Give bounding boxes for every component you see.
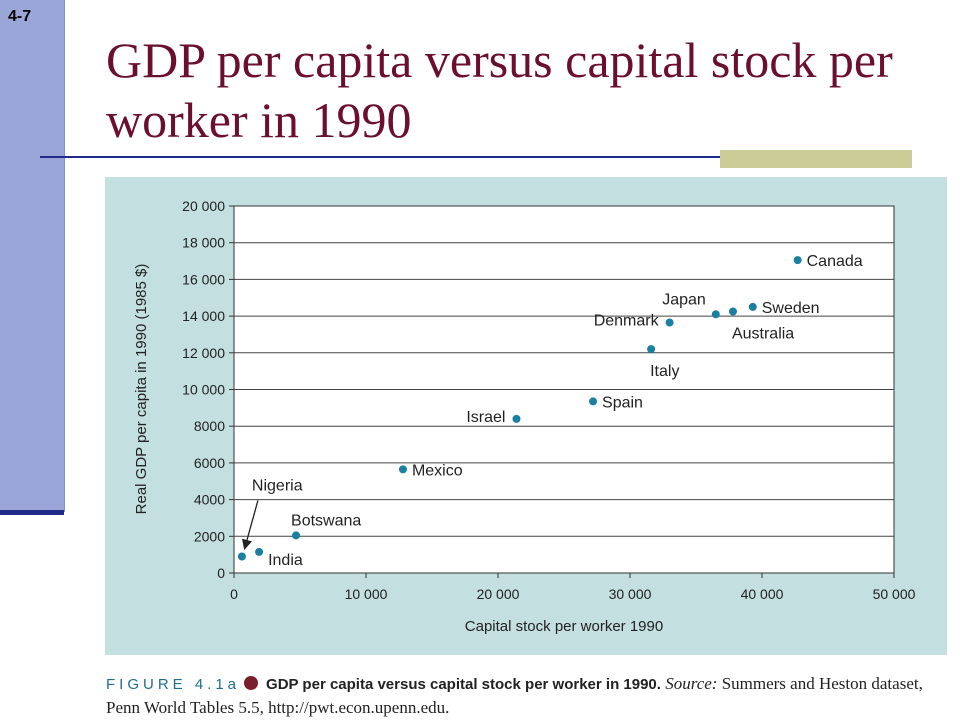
title-accent-block xyxy=(720,150,912,168)
data-point-canada xyxy=(793,256,802,265)
chart-panel: 0 2000 4000 6000 8000 10 000 12 000 14 000 16 00… xyxy=(105,177,947,655)
y-tick-label: 0 xyxy=(217,565,225,581)
point-label-india: India xyxy=(268,552,303,569)
data-point-australia xyxy=(728,307,737,316)
caption-source-label: Source: xyxy=(665,674,718,693)
data-point-botswana xyxy=(292,531,301,540)
left-accent-bar-edge xyxy=(0,510,64,515)
figure-caption: FIGURE 4.1a GDP per capita versus capital… xyxy=(106,672,926,719)
x-tick-label: 10 000 xyxy=(345,586,388,602)
x-tick-labels: 0 10 000 20 000 30 000 40 000 50 000 xyxy=(230,586,916,602)
point-label-australia: Australia xyxy=(732,326,794,343)
data-point-sweden xyxy=(748,302,757,311)
y-tick-label: 6000 xyxy=(194,455,225,471)
x-tick-label: 50 000 xyxy=(873,586,916,602)
x-tick-label: 0 xyxy=(230,586,238,602)
data-point-nigeria xyxy=(237,552,246,561)
y-tick-label: 2000 xyxy=(194,528,225,544)
point-label-canada: Canada xyxy=(807,253,863,270)
data-point-italy xyxy=(647,345,656,354)
data-point-denmark xyxy=(665,318,674,327)
point-label-italy: Italy xyxy=(650,363,679,380)
y-tick-label: 8000 xyxy=(194,418,225,434)
point-label-nigeria: Nigeria xyxy=(252,477,303,494)
data-point-japan xyxy=(711,310,720,319)
x-axis-title: Capital stock per worker 1990 xyxy=(465,618,663,635)
y-tick-label: 20 000 xyxy=(182,198,225,214)
data-point-israel xyxy=(512,414,521,423)
point-label-mexico: Mexico xyxy=(412,462,463,479)
y-tick-label: 12 000 xyxy=(182,345,225,361)
nigeria-pointer-arrow xyxy=(241,500,259,550)
left-accent-bar xyxy=(0,0,65,512)
x-tick-label: 30 000 xyxy=(609,586,652,602)
point-label-botswana: Botswana xyxy=(291,512,361,529)
data-point-spain xyxy=(589,397,598,406)
title-underline xyxy=(40,156,912,158)
scatter-chart: 0 2000 4000 6000 8000 10 000 12 000 14 000 16 00… xyxy=(133,198,916,635)
point-label-japan: Japan xyxy=(662,291,706,308)
data-point-india xyxy=(255,547,264,556)
y-tick-label: 14 000 xyxy=(182,308,225,324)
x-tick-label: 20 000 xyxy=(477,586,520,602)
y-tick-labels: 0 2000 4000 6000 8000 10 000 12 000 14 000 16 00… xyxy=(182,198,225,581)
figure-bullet-icon xyxy=(244,676,259,690)
y-tick-label: 4000 xyxy=(194,492,225,508)
slide-title: GDP per capita versus capital stock per … xyxy=(106,32,893,148)
data-point-mexico xyxy=(398,465,407,474)
point-label-spain: Spain xyxy=(602,394,643,411)
y-tick-label: 10 000 xyxy=(182,382,225,398)
point-label-sweden: Sweden xyxy=(762,300,820,317)
gridlines xyxy=(229,205,895,578)
figure-label: FIGURE 4.1a xyxy=(106,676,241,693)
caption-title: GDP per capita versus capital stock per … xyxy=(266,676,661,693)
slide-number: 4-7 xyxy=(8,8,32,25)
data-points: Nigeria India Botswana Mexico Israel Spain Ita… xyxy=(237,253,863,569)
caption-source-text: Summers and Heston dataset, Penn World T… xyxy=(106,674,923,717)
point-label-denmark: Denmark xyxy=(594,313,660,330)
y-tick-label: 18 000 xyxy=(182,235,225,251)
y-axis-title: Real GDP per capita in 1990 (1985 $) xyxy=(133,264,150,515)
y-tick-label: 16 000 xyxy=(182,271,225,287)
x-tick-label: 40 000 xyxy=(741,586,784,602)
point-label-israel: Israel xyxy=(466,409,505,426)
